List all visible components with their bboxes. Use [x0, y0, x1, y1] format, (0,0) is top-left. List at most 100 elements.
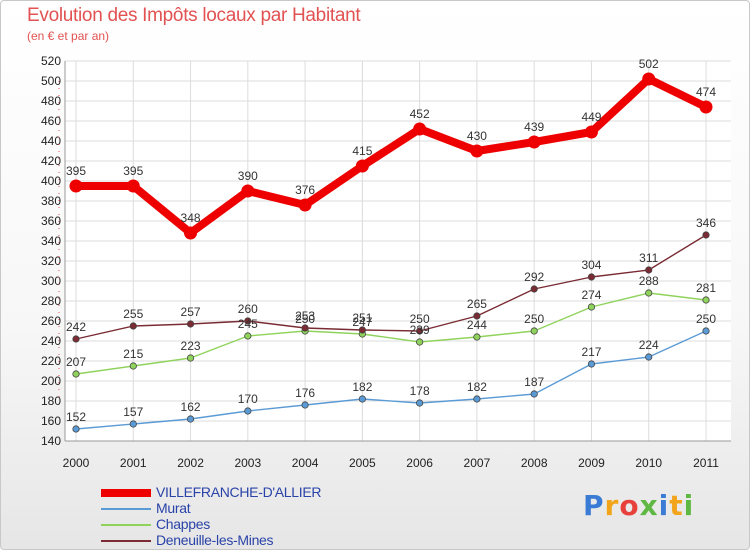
data-point [584, 125, 598, 139]
data-label: 452 [410, 107, 430, 121]
data-point [527, 135, 541, 149]
data-point [241, 184, 255, 198]
data-label: 288 [639, 274, 659, 288]
y-tick-label: 420 [41, 154, 61, 168]
data-label: 502 [639, 57, 659, 71]
data-point [587, 303, 596, 311]
data-label: 178 [410, 384, 430, 398]
logo-letter: P [583, 489, 605, 522]
data-label: 265 [467, 297, 487, 311]
logo-letter: x [639, 489, 659, 522]
data-label: 449 [581, 110, 601, 124]
legend-swatch [101, 508, 151, 510]
data-label: 281 [696, 281, 716, 295]
x-tick-label: 2003 [234, 456, 261, 470]
data-point [358, 326, 366, 334]
x-tick-label: 2009 [578, 456, 605, 470]
data-label: 430 [467, 129, 487, 143]
data-point [473, 312, 481, 320]
data-label: 245 [238, 317, 258, 331]
legend-label: VILLEFRANCHE-D'ALLIER [156, 484, 322, 500]
legend-label: Murat [156, 500, 191, 516]
data-label: 224 [639, 338, 659, 352]
data-point [186, 320, 195, 328]
data-point [186, 354, 195, 362]
chart-title: Evolution des Impôts locaux par Habitant [27, 5, 361, 26]
data-label: 244 [467, 318, 487, 332]
data-label: 304 [581, 258, 601, 272]
chart-plot: 140 160 180 200 220 240 260 280 300 320 340 360 380 4… [41, 54, 731, 470]
data-label: 207 [66, 355, 86, 369]
data-label: 247 [352, 315, 372, 329]
y-tick-label: 520 [41, 54, 61, 68]
y-tick-label: 180 [41, 394, 61, 408]
series-line-1 [75, 330, 707, 430]
y-tick-label: 440 [41, 134, 61, 148]
y-tick-label: 500 [41, 74, 61, 88]
data-point [645, 289, 653, 297]
y-tick-label: 140 [41, 434, 61, 448]
y-tick-label: 240 [41, 334, 61, 348]
y-tick-label: 400 [41, 174, 61, 188]
data-label: 439 [524, 120, 544, 134]
data-label: 223 [181, 339, 201, 353]
data-point [301, 401, 309, 409]
y-tick-label: 300 [41, 274, 61, 288]
legend-label: Deneuille-les-Mines [156, 532, 274, 548]
data-point [702, 231, 710, 239]
data-point [530, 390, 538, 398]
data-point [587, 273, 596, 281]
data-point [416, 399, 424, 407]
data-point [72, 425, 80, 433]
data-point [530, 327, 538, 335]
data-label: 152 [66, 410, 86, 424]
y-tick-label: 260 [41, 314, 61, 328]
data-label: 311 [639, 251, 658, 265]
data-label: 170 [238, 392, 258, 406]
data-point [413, 122, 427, 136]
data-label: 292 [524, 270, 544, 284]
data-point [702, 327, 710, 335]
data-point [301, 324, 309, 332]
data-point [244, 317, 252, 325]
data-point [530, 285, 538, 293]
data-label: 157 [123, 405, 143, 419]
data-label: 182 [467, 380, 487, 394]
data-point [642, 72, 656, 86]
y-tick-label: 460 [41, 114, 61, 128]
x-tick-label: 2006 [406, 456, 433, 470]
data-point [355, 159, 369, 173]
data-label: 255 [123, 307, 143, 321]
data-label: 348 [181, 211, 201, 225]
x-tick-label: 2005 [349, 456, 376, 470]
data-point [72, 335, 80, 343]
legend-swatch [101, 489, 151, 497]
data-label: 376 [295, 183, 315, 197]
data-label: 239 [410, 323, 430, 337]
data-point [587, 360, 596, 368]
data-point [129, 420, 137, 428]
y-tick-label: 160 [41, 414, 61, 428]
data-point [699, 100, 713, 114]
data-label: 274 [581, 288, 601, 302]
data-label: 215 [123, 347, 143, 361]
x-tick-label: 2008 [521, 456, 548, 470]
logo-letter: o [619, 489, 640, 522]
data-point [298, 198, 312, 212]
plot-area [65, 61, 731, 441]
y-tick-label: 200 [41, 374, 61, 388]
data-point [72, 370, 80, 378]
data-label: 187 [524, 375, 544, 389]
legend-label: Chappes [156, 516, 210, 532]
series-line-0 [76, 75, 708, 237]
data-point [416, 338, 424, 346]
y-tick-label: 340 [41, 234, 61, 248]
data-label: 182 [352, 380, 372, 394]
x-tick-label: 2004 [292, 456, 319, 470]
data-point [184, 226, 198, 240]
data-label: 253 [295, 309, 315, 323]
data-label: 162 [181, 400, 201, 414]
legend-swatch [101, 524, 151, 526]
data-label: 250 [696, 312, 716, 326]
data-label: 346 [696, 216, 716, 230]
